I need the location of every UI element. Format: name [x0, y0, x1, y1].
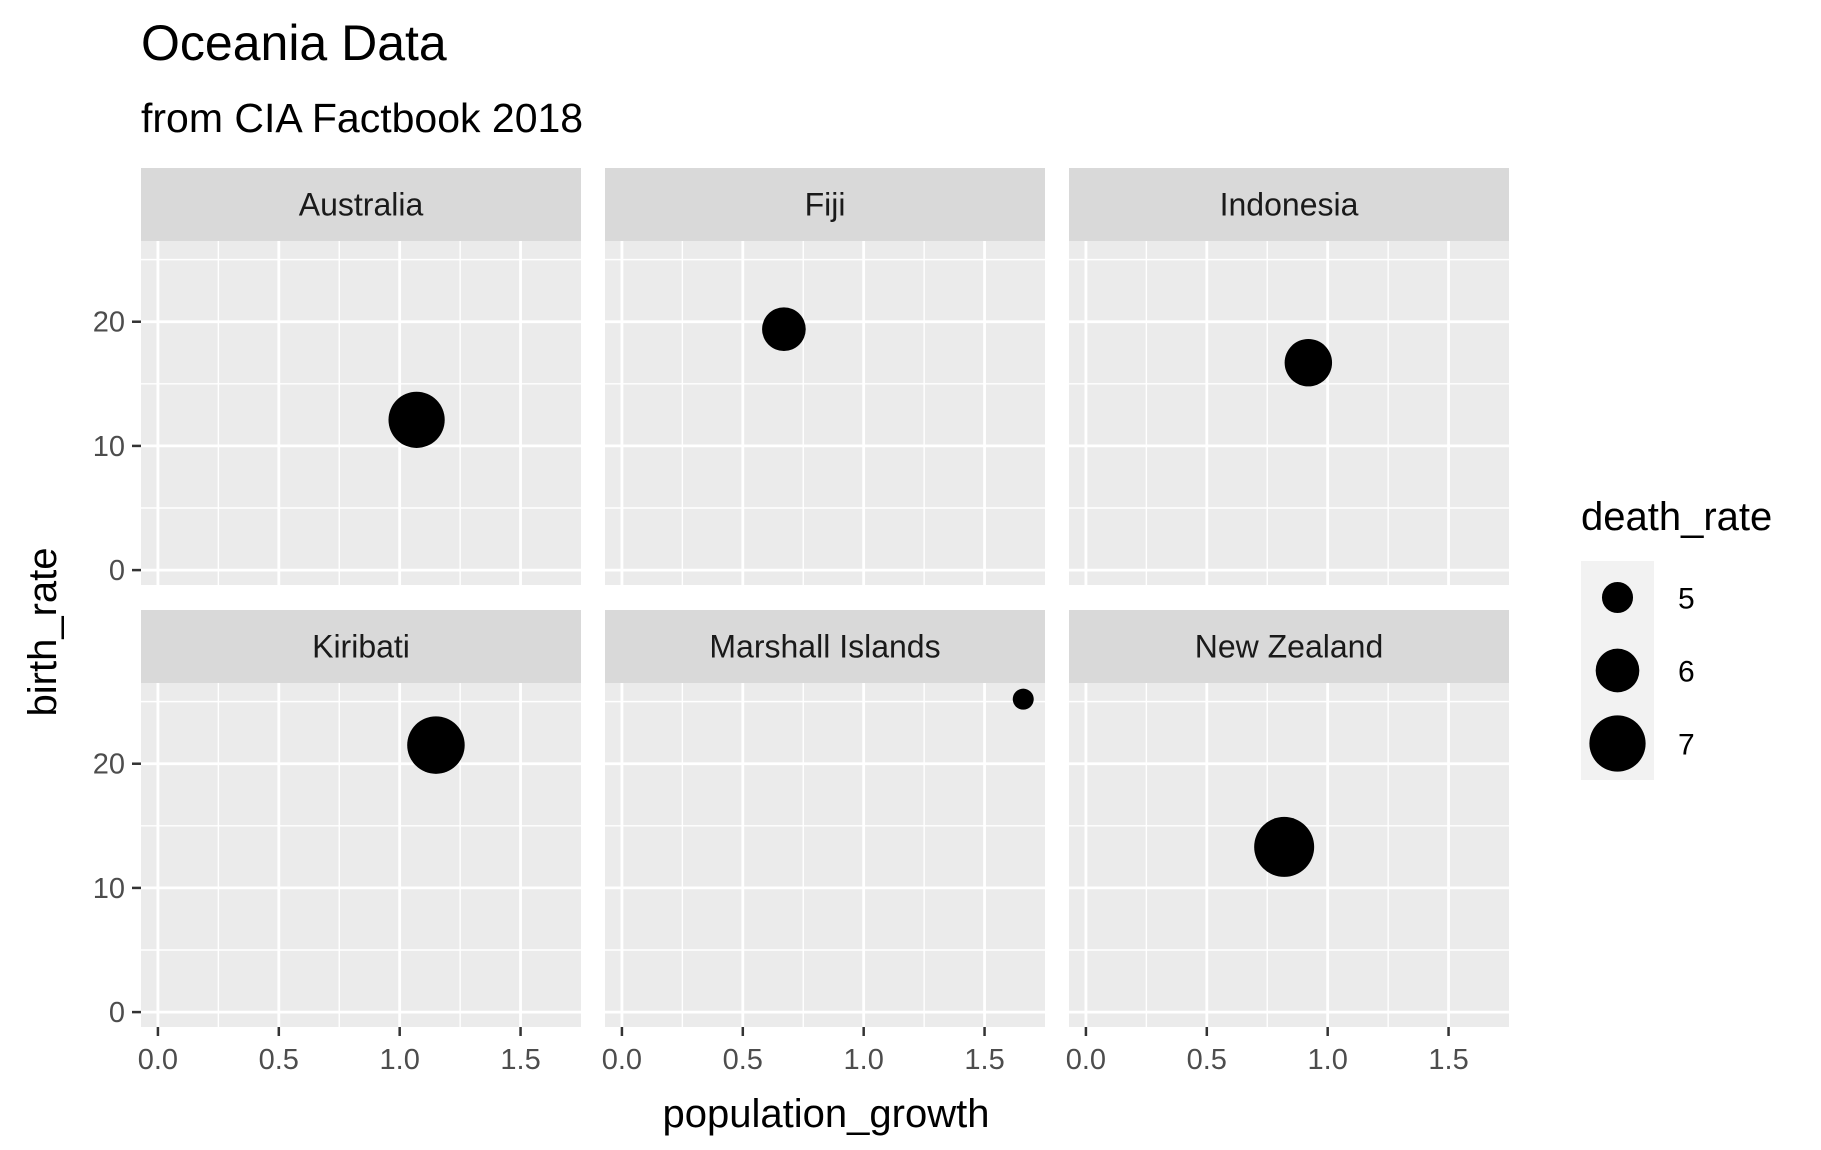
facet-panel: Fiji [605, 168, 1045, 585]
data-point [388, 391, 445, 448]
panel-background [605, 683, 1045, 1027]
legend-key-point [1589, 715, 1646, 772]
facet-panel: Australia 0 10 20 [93, 168, 581, 587]
facet-strip [605, 610, 1045, 683]
data-point [1012, 688, 1034, 710]
legend-entry-label: 7 [1678, 729, 1695, 762]
x-tick-label: 0.5 [259, 1044, 299, 1076]
y-tick-label: 10 [93, 873, 125, 905]
chart-subtitle: from CIA Factbook 2018 [141, 95, 583, 141]
x-tick-label: 0.0 [138, 1044, 178, 1076]
y-tick-label: 0 [109, 997, 125, 1029]
size-legend: death_rate 5 6 7 [1581, 495, 1772, 780]
facet-panel: Kiribati 0 10 20 0.0 0.5 1.0 1.5 [93, 610, 581, 1076]
x-tick-label: 0.0 [1066, 1044, 1106, 1076]
x-tick-label: 1.5 [1428, 1044, 1468, 1076]
x-axis-title: population_growth [663, 1092, 990, 1136]
x-tick-label: 1.5 [964, 1044, 1004, 1076]
data-point [1284, 338, 1333, 387]
facet-strip [1069, 168, 1509, 241]
x-tick-label: 0.5 [723, 1044, 763, 1076]
facet-label: Kiribati [312, 629, 410, 665]
facet-panel: Marshall Islands 0.0 0.5 1.0 1.5 [602, 610, 1045, 1076]
panel-background [1069, 241, 1509, 585]
data-point [1254, 816, 1315, 877]
facet-panels: Australia 0 10 20 Fiji Indonesia Kiribati 0 10 20… [93, 168, 1509, 1076]
legend-key-point [1595, 648, 1640, 693]
y-axis-title: birth_rate [21, 548, 65, 717]
panel-background [141, 683, 581, 1027]
facet-panel: New Zealand 0.0 0.5 1.0 1.5 [1066, 610, 1509, 1076]
panel-background [141, 241, 581, 585]
legend-entry-label: 5 [1678, 583, 1695, 616]
x-tick-label: 1.0 [380, 1044, 420, 1076]
x-tick-label: 0.0 [602, 1044, 642, 1076]
legend-entry-label: 6 [1678, 656, 1695, 689]
x-tick-label: 1.5 [500, 1044, 540, 1076]
x-tick-label: 1.0 [1308, 1044, 1348, 1076]
data-point [762, 307, 806, 351]
facet-strip [605, 168, 1045, 241]
facet-strip [1069, 610, 1509, 683]
x-tick-label: 0.5 [1187, 1044, 1227, 1076]
facet-label: Fiji [805, 187, 846, 223]
facet-strip [141, 168, 581, 241]
facet-strip [141, 610, 581, 683]
x-tick-label: 1.0 [844, 1044, 884, 1076]
data-point [407, 716, 465, 774]
panel-background [605, 241, 1045, 585]
facet-label: Marshall Islands [709, 629, 940, 665]
facet-label: Indonesia [1220, 187, 1359, 223]
legend-key-point [1601, 581, 1634, 614]
legend-title: death_rate [1581, 495, 1772, 539]
y-tick-label: 20 [93, 307, 125, 339]
facet-label: New Zealand [1195, 629, 1384, 665]
y-tick-label: 20 [93, 749, 125, 781]
y-tick-label: 10 [93, 431, 125, 463]
facet-label: Australia [299, 187, 424, 223]
chart-title: Oceania Data [141, 15, 447, 71]
facet-panel: Indonesia [1069, 168, 1509, 585]
y-tick-label: 0 [109, 555, 125, 587]
